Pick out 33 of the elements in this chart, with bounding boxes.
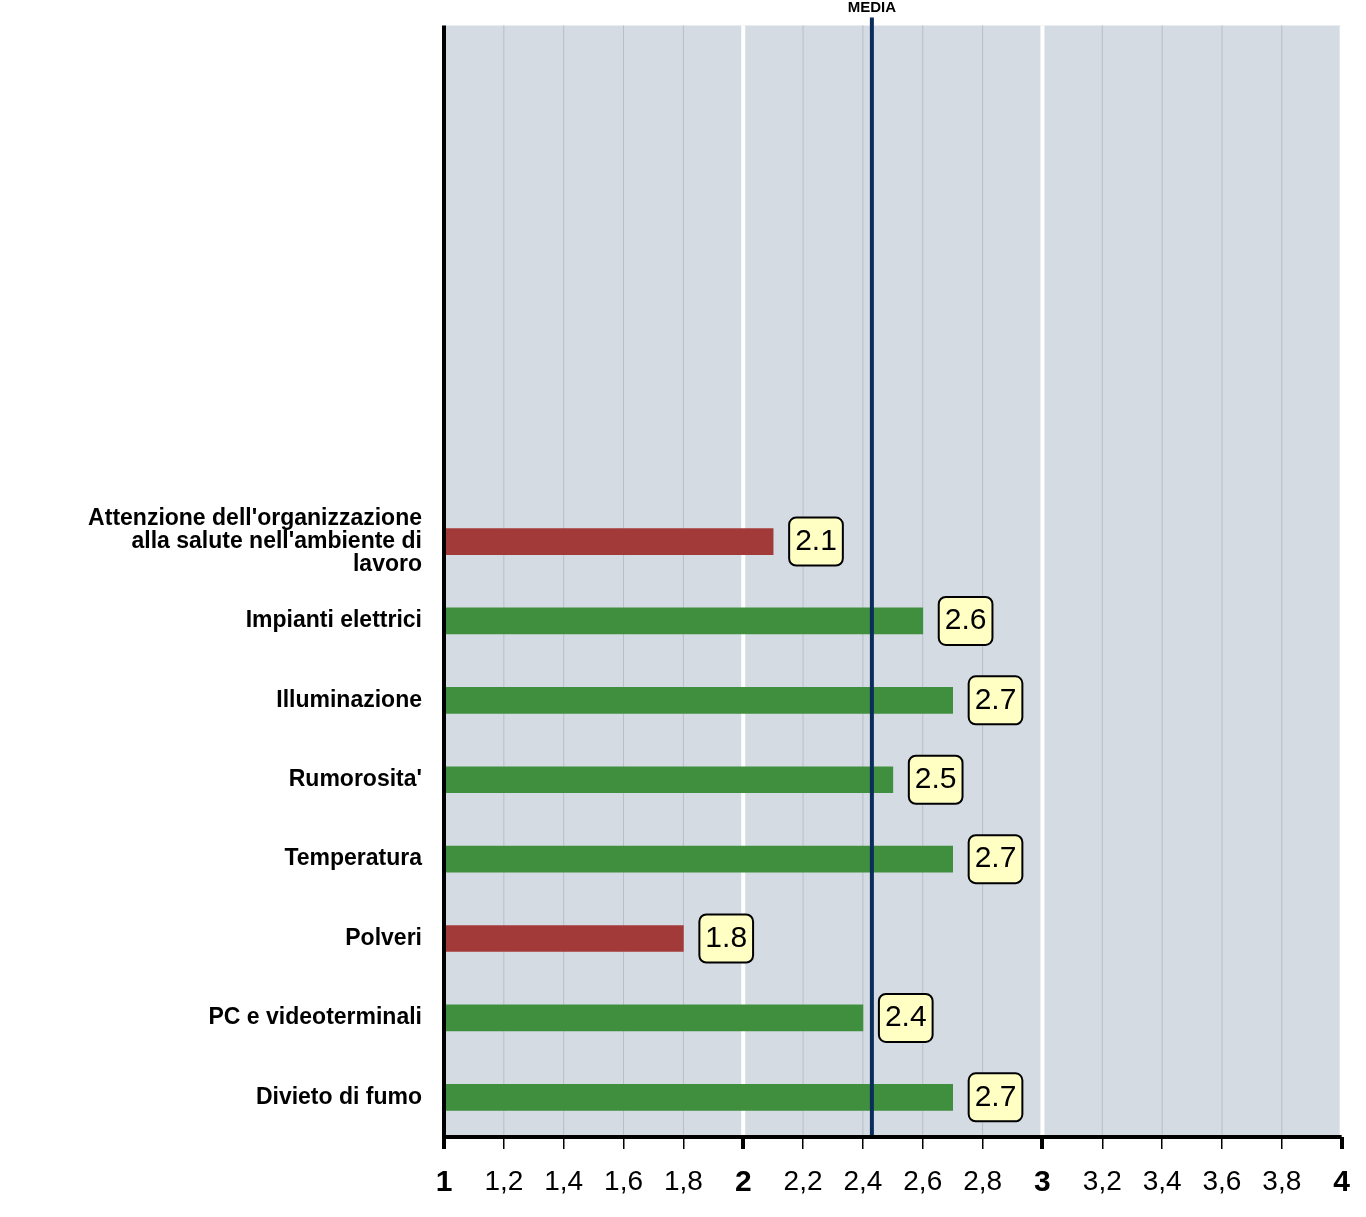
x-tick-label: 2,8 xyxy=(963,1164,1003,1196)
x-tick-label: 1,8 xyxy=(663,1164,703,1196)
x-tick-label: 1,2 xyxy=(484,1164,524,1196)
y-tick-label: Temperatura xyxy=(284,844,423,871)
data-label: 2.4 xyxy=(884,999,927,1033)
data-label: 2.6 xyxy=(944,602,987,636)
y-tick-label: Rumorosita' xyxy=(288,765,422,792)
x-tick-label: 4 xyxy=(1333,1164,1351,1198)
data-label: 2.7 xyxy=(974,840,1017,874)
data-label: 2.5 xyxy=(914,761,957,794)
x-tick-label: 1 xyxy=(435,1164,453,1198)
x-tick-label: 3,6 xyxy=(1202,1164,1242,1196)
y-tick-label: PC e videoterminali xyxy=(208,1003,422,1030)
x-tick-label: 3 xyxy=(1034,1164,1051,1198)
data-label: 2.7 xyxy=(974,681,1017,715)
x-tick-label: 1,6 xyxy=(604,1164,643,1196)
x-tick-label: 2,6 xyxy=(903,1164,943,1196)
y-tick-label: Illuminazione xyxy=(276,685,422,712)
ref-line-label: MEDIA xyxy=(847,0,897,16)
data-label: 2.1 xyxy=(795,522,837,556)
y-tick-label: Impianti elettrici xyxy=(245,606,422,633)
x-tick-label: 3,4 xyxy=(1142,1164,1182,1196)
x-tick-label: 3,8 xyxy=(1262,1164,1302,1196)
x-tick-label: 2,4 xyxy=(843,1164,883,1196)
y-tick-label: Polveri xyxy=(345,923,422,950)
data-label: 2.7 xyxy=(974,1078,1017,1112)
x-tick-label: 2 xyxy=(734,1164,752,1198)
x-tick-label: 1,4 xyxy=(544,1164,584,1196)
x-tick-label: 2,2 xyxy=(783,1164,823,1196)
y-tick-label: Divieto di fumo xyxy=(255,1082,422,1109)
y-tick-label: Attenzione dell'organizzazione alla salute nell'ambiente di lavoro xyxy=(88,503,422,576)
data-label: 1.8 xyxy=(705,919,748,953)
x-tick-label: 3,2 xyxy=(1082,1164,1122,1196)
